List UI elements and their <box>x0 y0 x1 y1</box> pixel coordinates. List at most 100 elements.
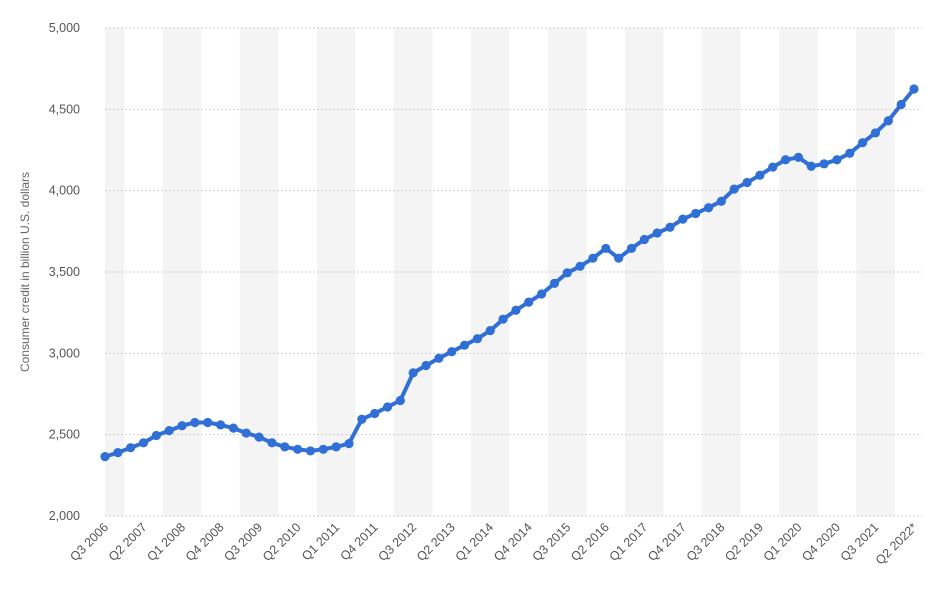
background-bands <box>105 28 895 516</box>
data-point[interactable] <box>151 430 161 441</box>
data-point[interactable] <box>203 417 213 428</box>
x-tick-label: Q4 2020 <box>799 520 843 564</box>
data-point[interactable] <box>190 417 200 428</box>
x-tick-label: Q1 2008 <box>144 520 188 564</box>
data-point[interactable] <box>318 444 328 454</box>
data-point[interactable] <box>511 305 521 315</box>
data-point[interactable] <box>524 297 534 307</box>
data-point[interactable] <box>665 222 675 232</box>
y-tick-label: 4,500 <box>49 102 80 116</box>
data-point[interactable] <box>678 214 688 224</box>
x-tick-label: Q3 2018 <box>684 520 728 564</box>
data-point[interactable] <box>562 268 572 278</box>
data-point[interactable] <box>459 340 470 350</box>
y-tick-label: 2,000 <box>49 509 80 523</box>
x-tick-label: Q3 2006 <box>67 520 111 564</box>
x-tick-label: Q4 2014 <box>491 520 535 564</box>
data-point[interactable] <box>331 442 341 452</box>
x-tick-label: Q3 2012 <box>375 520 419 564</box>
data-point[interactable] <box>472 334 482 344</box>
data-point[interactable] <box>138 438 149 448</box>
y-axis-label: Consumer credit in billion U.S. dollars <box>18 172 32 372</box>
data-point[interactable] <box>421 360 431 371</box>
data-point[interactable] <box>780 155 791 165</box>
data-point[interactable] <box>408 368 418 378</box>
y-tick-label: 3,000 <box>49 346 80 360</box>
data-point[interactable] <box>382 402 393 412</box>
x-tick-label: Q3 2015 <box>530 520 574 564</box>
data-point[interactable] <box>755 170 765 180</box>
data-point[interactable] <box>164 426 174 436</box>
data-point[interactable] <box>652 228 662 238</box>
data-point[interactable] <box>588 253 598 263</box>
data-point[interactable] <box>113 447 123 458</box>
data-point[interactable] <box>485 325 495 336</box>
x-tick-label: Q2 2007 <box>106 520 150 564</box>
data-point[interactable] <box>370 408 380 419</box>
data-point[interactable] <box>601 243 611 254</box>
data-point[interactable] <box>806 161 816 171</box>
data-point[interactable] <box>549 278 560 288</box>
data-point[interactable] <box>100 452 110 462</box>
data-point[interactable] <box>126 443 136 453</box>
data-point[interactable] <box>716 196 726 206</box>
y-tick-label: 2,500 <box>49 428 80 442</box>
data-point[interactable] <box>845 148 855 158</box>
data-point[interactable] <box>241 428 251 438</box>
x-tick-label: Q1 2014 <box>453 520 497 564</box>
data-point[interactable] <box>293 444 303 454</box>
y-tick-label: 4,000 <box>49 184 80 198</box>
data-point[interactable] <box>395 395 405 406</box>
data-point[interactable] <box>280 442 290 452</box>
data-point[interactable] <box>896 99 906 110</box>
x-tick-label: Q1 2020 <box>761 520 805 564</box>
data-point[interactable] <box>858 138 868 148</box>
data-point[interactable] <box>575 261 585 271</box>
data-point[interactable] <box>447 347 457 357</box>
data-point[interactable] <box>742 177 752 188</box>
data-point[interactable] <box>883 116 893 126</box>
x-tick-label: Q1 2011 <box>299 520 342 563</box>
data-point[interactable] <box>703 203 714 213</box>
series-line <box>103 87 916 459</box>
data-point[interactable] <box>498 314 508 324</box>
data-point[interactable] <box>832 155 842 165</box>
data-point[interactable] <box>819 159 829 169</box>
data-point[interactable] <box>177 421 187 431</box>
y-axis-ticks: 2,000 2,500 3,000 3,500 4,000 4,500 5,000 <box>49 21 80 523</box>
data-point[interactable] <box>793 152 804 162</box>
x-tick-label: Q2 2010 <box>260 520 304 564</box>
data-point[interactable] <box>357 414 367 424</box>
x-tick-label: Q2 2016 <box>568 520 612 564</box>
x-tick-label: Q4 2008 <box>183 520 227 564</box>
data-point[interactable] <box>909 84 919 94</box>
data-point[interactable] <box>434 353 444 363</box>
data-point[interactable] <box>215 420 226 430</box>
data-point[interactable] <box>254 432 264 442</box>
series <box>100 84 919 462</box>
data-point[interactable] <box>305 446 316 456</box>
data-point[interactable] <box>768 162 778 172</box>
data-point[interactable] <box>639 234 649 245</box>
data-point[interactable] <box>614 253 624 263</box>
data-point[interactable] <box>267 438 277 448</box>
x-tick-label: Q2 2013 <box>414 520 458 564</box>
data-point[interactable] <box>691 208 701 219</box>
data-point[interactable] <box>228 423 239 433</box>
x-tick-label: Q2 2022* <box>873 520 920 567</box>
data-point[interactable] <box>626 243 637 254</box>
x-tick-label: Q4 2011 <box>338 520 381 563</box>
y-tick-label: 5,000 <box>49 21 80 35</box>
x-tick-label: Q1 2017 <box>607 520 651 564</box>
x-tick-label: Q3 2009 <box>221 520 265 564</box>
x-tick-label: Q4 2017 <box>645 520 689 564</box>
data-point[interactable] <box>537 289 547 299</box>
y-tick-label: 3,500 <box>49 265 80 279</box>
gridlines <box>105 27 922 517</box>
data-point[interactable] <box>344 439 354 449</box>
data-point[interactable] <box>870 128 881 138</box>
data-point[interactable] <box>729 184 739 194</box>
background-band <box>316 28 356 516</box>
